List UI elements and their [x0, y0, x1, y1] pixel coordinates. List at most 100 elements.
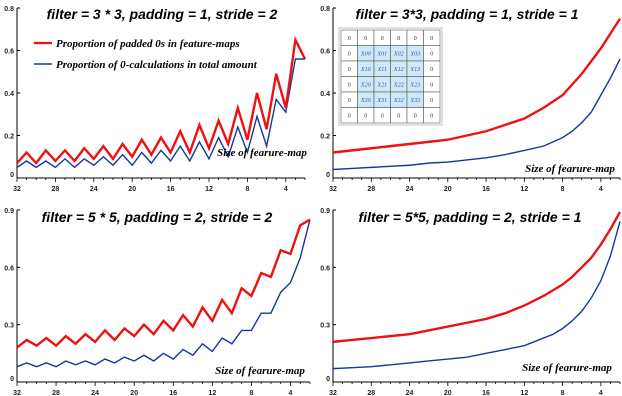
x-tick-label: 12 — [520, 390, 528, 396]
panel-3-title: filter = 5 * 5, padding = 2, stride = 2 — [42, 209, 273, 225]
inset-padding-grid: 0 0 0 0 0 0 0 X00 X01 X02 X03 0 0 X10 X11 X12 X13 0 0 X20 X2… — [338, 27, 443, 126]
y-tick-label: 0.6 — [4, 265, 14, 272]
y-tick-label: 0.2 — [320, 134, 330, 141]
x-tick-label: 8 — [561, 186, 565, 193]
inset-cell-label: 0 — [430, 98, 433, 104]
inset-cell-label: X12 — [393, 67, 404, 73]
x-tick-label: 20 — [444, 390, 452, 396]
panel-3-series — [16, 218, 311, 368]
series-red-line — [332, 211, 622, 344]
panel-2-series — [332, 17, 622, 171]
x-tick-label: 32 — [13, 186, 21, 193]
inset-cell-label: X22 — [393, 82, 404, 88]
inset-cell-label: X31 — [376, 98, 387, 104]
inset-cell-label: X21 — [376, 82, 387, 88]
x-tick-label: 20 — [130, 390, 138, 396]
inset-cell-label: X23 — [409, 82, 420, 88]
series-red-line — [16, 35, 307, 166]
inset-cell-label: 0 — [348, 36, 351, 42]
inset-cell-label: 0 — [381, 36, 384, 42]
panel-2-axes: 0 0.2 0.4 0.6 0.8 32 28 24 20 16 12 8 4 — [320, 6, 621, 193]
x-tick-label: 24 — [406, 390, 414, 396]
x-tick-label: 16 — [482, 390, 490, 396]
x-tick-label: 4 — [599, 390, 603, 396]
inset-cell-label: 0 — [397, 36, 400, 42]
y-tick-label: 0.8 — [4, 6, 14, 13]
x-tick-label: 24 — [90, 186, 98, 193]
x-tick-label: 16 — [482, 186, 490, 193]
y-tick-label: 0.4 — [320, 91, 330, 98]
x-tick-label: 16 — [169, 390, 177, 396]
inset-cell-label: 0 — [348, 113, 351, 119]
x-tick-label: 8 — [245, 186, 249, 193]
y-tick-label: 0.4 — [4, 91, 14, 98]
inset-cell-label: 0 — [348, 51, 351, 57]
y-tick-label: 0 — [326, 376, 330, 383]
series-blue-line — [332, 58, 621, 171]
x-tick-label: 20 — [128, 186, 136, 193]
series-blue-line — [16, 58, 305, 169]
y-tick-label: 0.6 — [320, 265, 330, 272]
y-tick-label: 0 — [10, 376, 14, 383]
y-tick-label: 0 — [10, 172, 14, 179]
inset-cell-label: 0 — [381, 113, 384, 119]
x-tick-label: 4 — [284, 186, 288, 193]
x-tick-label: 24 — [406, 186, 414, 193]
y-tick-label: 0.6 — [320, 49, 330, 56]
inset-cell-label: 0 — [430, 113, 433, 119]
series-blue-line — [16, 219, 311, 368]
inset-cell-label: X10 — [360, 67, 371, 73]
panel-top-left: 0 0.2 0.4 0.6 0.8 32 28 24 20 16 12 8 4 filter = 3 *… — [4, 6, 307, 193]
y-tick-label: 0.9 — [4, 208, 14, 215]
inset-cell-label: X13 — [409, 67, 420, 73]
inset-cell-label: 0 — [364, 113, 367, 119]
panel-2-title: filter = 3*3, padding = 1, stride = 1 — [356, 6, 579, 22]
inset-cell-label: 0 — [430, 51, 433, 57]
x-tick-label: 16 — [167, 186, 175, 193]
panel-1-series — [16, 35, 307, 169]
panel-bottom-right: 0 0.3 0.6 0.9 32 28 24 20 16 12 8 4 filter = 5*5, p… — [320, 208, 622, 396]
panel-bottom-left: 0 0.3 0.6 0.9 32 28 24 20 16 12 8 4 filter = 5 * 5,… — [4, 208, 311, 396]
inset-cell-label: 0 — [348, 82, 351, 88]
y-tick-label: 0.8 — [320, 6, 330, 13]
panel-4-series — [332, 211, 622, 370]
inset-cell-label: X20 — [360, 82, 371, 88]
x-tick-label: 12 — [520, 186, 528, 193]
x-tick-label: 28 — [52, 186, 60, 193]
inset-cell-label: X02 — [393, 51, 404, 57]
x-tick-label: 32 — [329, 186, 337, 193]
x-tick-label: 8 — [249, 390, 253, 396]
y-tick-label: 0.2 — [4, 134, 14, 141]
x-tick-label: 8 — [561, 390, 565, 396]
y-tick-label: 0.9 — [320, 208, 330, 215]
panel-3-axes: 0 0.3 0.6 0.9 32 28 24 20 16 12 8 4 — [4, 208, 311, 396]
x-tick-label: 32 — [329, 390, 337, 396]
inset-cell-label: 0 — [397, 113, 400, 119]
x-tick-label: 20 — [444, 186, 452, 193]
y-tick-label: 0.6 — [4, 49, 14, 56]
inset-cell-label: X00 — [360, 51, 371, 57]
panel-1-axes: 0 0.2 0.4 0.6 0.8 32 28 24 20 16 12 8 4 — [4, 6, 306, 193]
panel-4-xlabel: Size of fearure-map — [522, 362, 612, 374]
x-tick-label: 4 — [289, 390, 293, 396]
inset-cell-label: X32 — [393, 98, 404, 104]
x-tick-label: 28 — [367, 186, 375, 193]
panel-1-xlabel: Size of fearure-map — [217, 147, 307, 159]
x-tick-label: 4 — [599, 186, 603, 193]
inset-cell-label: 0 — [414, 113, 417, 119]
inset-cell-label: X33 — [409, 98, 420, 104]
x-tick-label: 24 — [91, 390, 99, 396]
inset-cell-label: X11 — [377, 67, 387, 73]
x-tick-label: 12 — [208, 390, 216, 396]
inset-cell-label: 0 — [430, 82, 433, 88]
inset-cell-label: X30 — [360, 98, 371, 104]
inset-cell-label: 0 — [430, 67, 433, 73]
series-blue-line — [332, 221, 621, 370]
inset-cell-label: 0 — [414, 36, 417, 42]
panel-4-title: filter = 5*5, padding = 2, stride = 1 — [359, 209, 582, 225]
x-tick-label: 28 — [52, 390, 60, 396]
inset-cell-label: X01 — [376, 51, 387, 57]
panel-4-axes: 0 0.3 0.6 0.9 32 28 24 20 16 12 8 4 — [320, 208, 621, 396]
legend-blue-label: Proportion of 0-calculations in total am… — [56, 59, 258, 71]
